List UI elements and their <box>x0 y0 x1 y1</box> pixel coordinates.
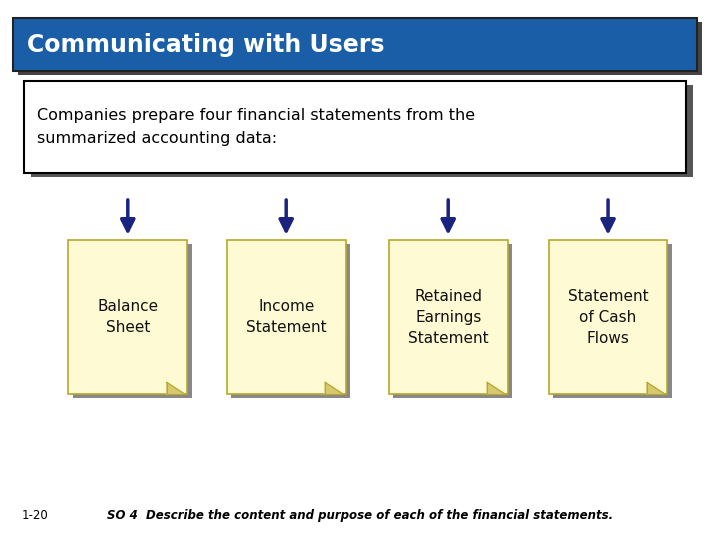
FancyBboxPatch shape <box>389 240 508 394</box>
Text: SO 4  Describe the content and purpose of each of the financial statements.: SO 4 Describe the content and purpose of… <box>107 509 613 522</box>
Polygon shape <box>166 382 185 394</box>
FancyBboxPatch shape <box>68 240 187 394</box>
FancyBboxPatch shape <box>231 244 350 398</box>
FancyBboxPatch shape <box>13 18 697 71</box>
Text: 1-20: 1-20 <box>22 509 48 522</box>
Text: Statement
of Cash
Flows: Statement of Cash Flows <box>568 289 648 346</box>
FancyBboxPatch shape <box>227 240 346 394</box>
Text: Companies prepare four financial statements from the
summarized accounting data:: Companies prepare four financial stateme… <box>37 109 476 145</box>
Polygon shape <box>325 382 343 394</box>
FancyBboxPatch shape <box>24 81 686 173</box>
Polygon shape <box>487 382 505 394</box>
Text: Communicating with Users: Communicating with Users <box>27 33 385 57</box>
FancyBboxPatch shape <box>18 22 702 75</box>
Text: Income
Statement: Income Statement <box>246 299 326 335</box>
Polygon shape <box>647 382 665 394</box>
FancyBboxPatch shape <box>31 85 693 177</box>
FancyBboxPatch shape <box>73 244 192 398</box>
FancyBboxPatch shape <box>553 244 672 398</box>
FancyBboxPatch shape <box>393 244 512 398</box>
Text: Retained
Earnings
Statement: Retained Earnings Statement <box>408 289 488 346</box>
Text: Balance
Sheet: Balance Sheet <box>97 299 158 335</box>
FancyBboxPatch shape <box>549 240 667 394</box>
